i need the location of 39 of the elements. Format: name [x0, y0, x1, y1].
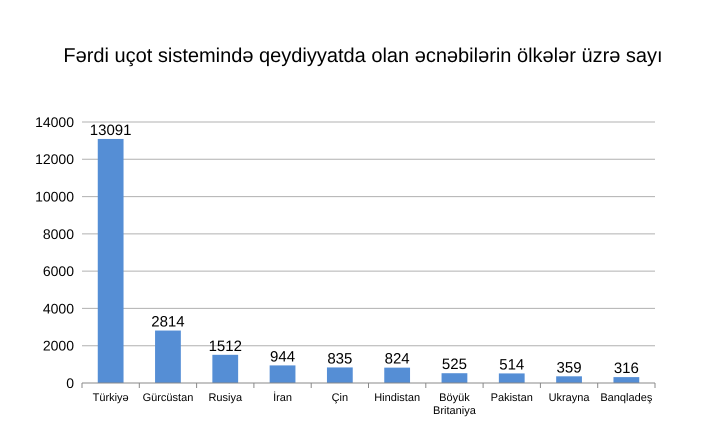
data-label: 2814	[151, 314, 185, 331]
bar	[384, 368, 410, 383]
x-tick-label: İran	[273, 391, 292, 404]
bar	[270, 365, 296, 383]
y-tick-label: 4000	[42, 300, 74, 316]
data-label: 13091	[90, 122, 132, 139]
y-tick-label: 12000	[35, 151, 74, 168]
bar	[212, 354, 238, 383]
x-tick-label: Ukrayna	[548, 392, 590, 404]
bar	[155, 330, 181, 383]
data-label: 316	[614, 360, 639, 378]
x-tick-label: Gürcüstan	[142, 392, 194, 404]
x-tick-label: Türkiyə	[92, 392, 129, 404]
data-label: 525	[442, 356, 467, 374]
data-label: 1512	[208, 338, 242, 355]
data-label: 944	[270, 348, 296, 366]
bar	[613, 377, 640, 383]
data-label: 835	[327, 350, 352, 368]
data-label: 824	[384, 350, 410, 368]
data-label: 514	[499, 356, 524, 374]
bar	[556, 376, 582, 383]
x-tick-label: Hindistan	[374, 392, 420, 404]
y-tick-label: 14000	[35, 114, 74, 130]
data-label: 359	[556, 359, 582, 376]
chart-title: Fərdi uçot sistemində qeydiyyatda olan əcnəbilərin ölkələr üzrə sayı	[63, 45, 663, 67]
x-tick-label: Böyük Britaniya	[433, 392, 477, 417]
bar	[326, 367, 353, 383]
y-tick-label: 0	[66, 374, 74, 391]
x-tick-label: Pakistan	[490, 392, 533, 404]
bar	[442, 373, 468, 383]
bar	[498, 373, 525, 383]
y-tick-label: 2000	[42, 338, 74, 354]
x-tick-label: Banqladeş	[600, 392, 653, 404]
y-tick-label: 6000	[42, 263, 74, 280]
y-tick-label: 8000	[42, 226, 74, 242]
y-tick-label: 10000	[35, 188, 74, 204]
bar	[98, 138, 124, 383]
x-tick-label: Rusiya	[208, 392, 243, 404]
x-tick-label: Çin	[332, 392, 348, 404]
